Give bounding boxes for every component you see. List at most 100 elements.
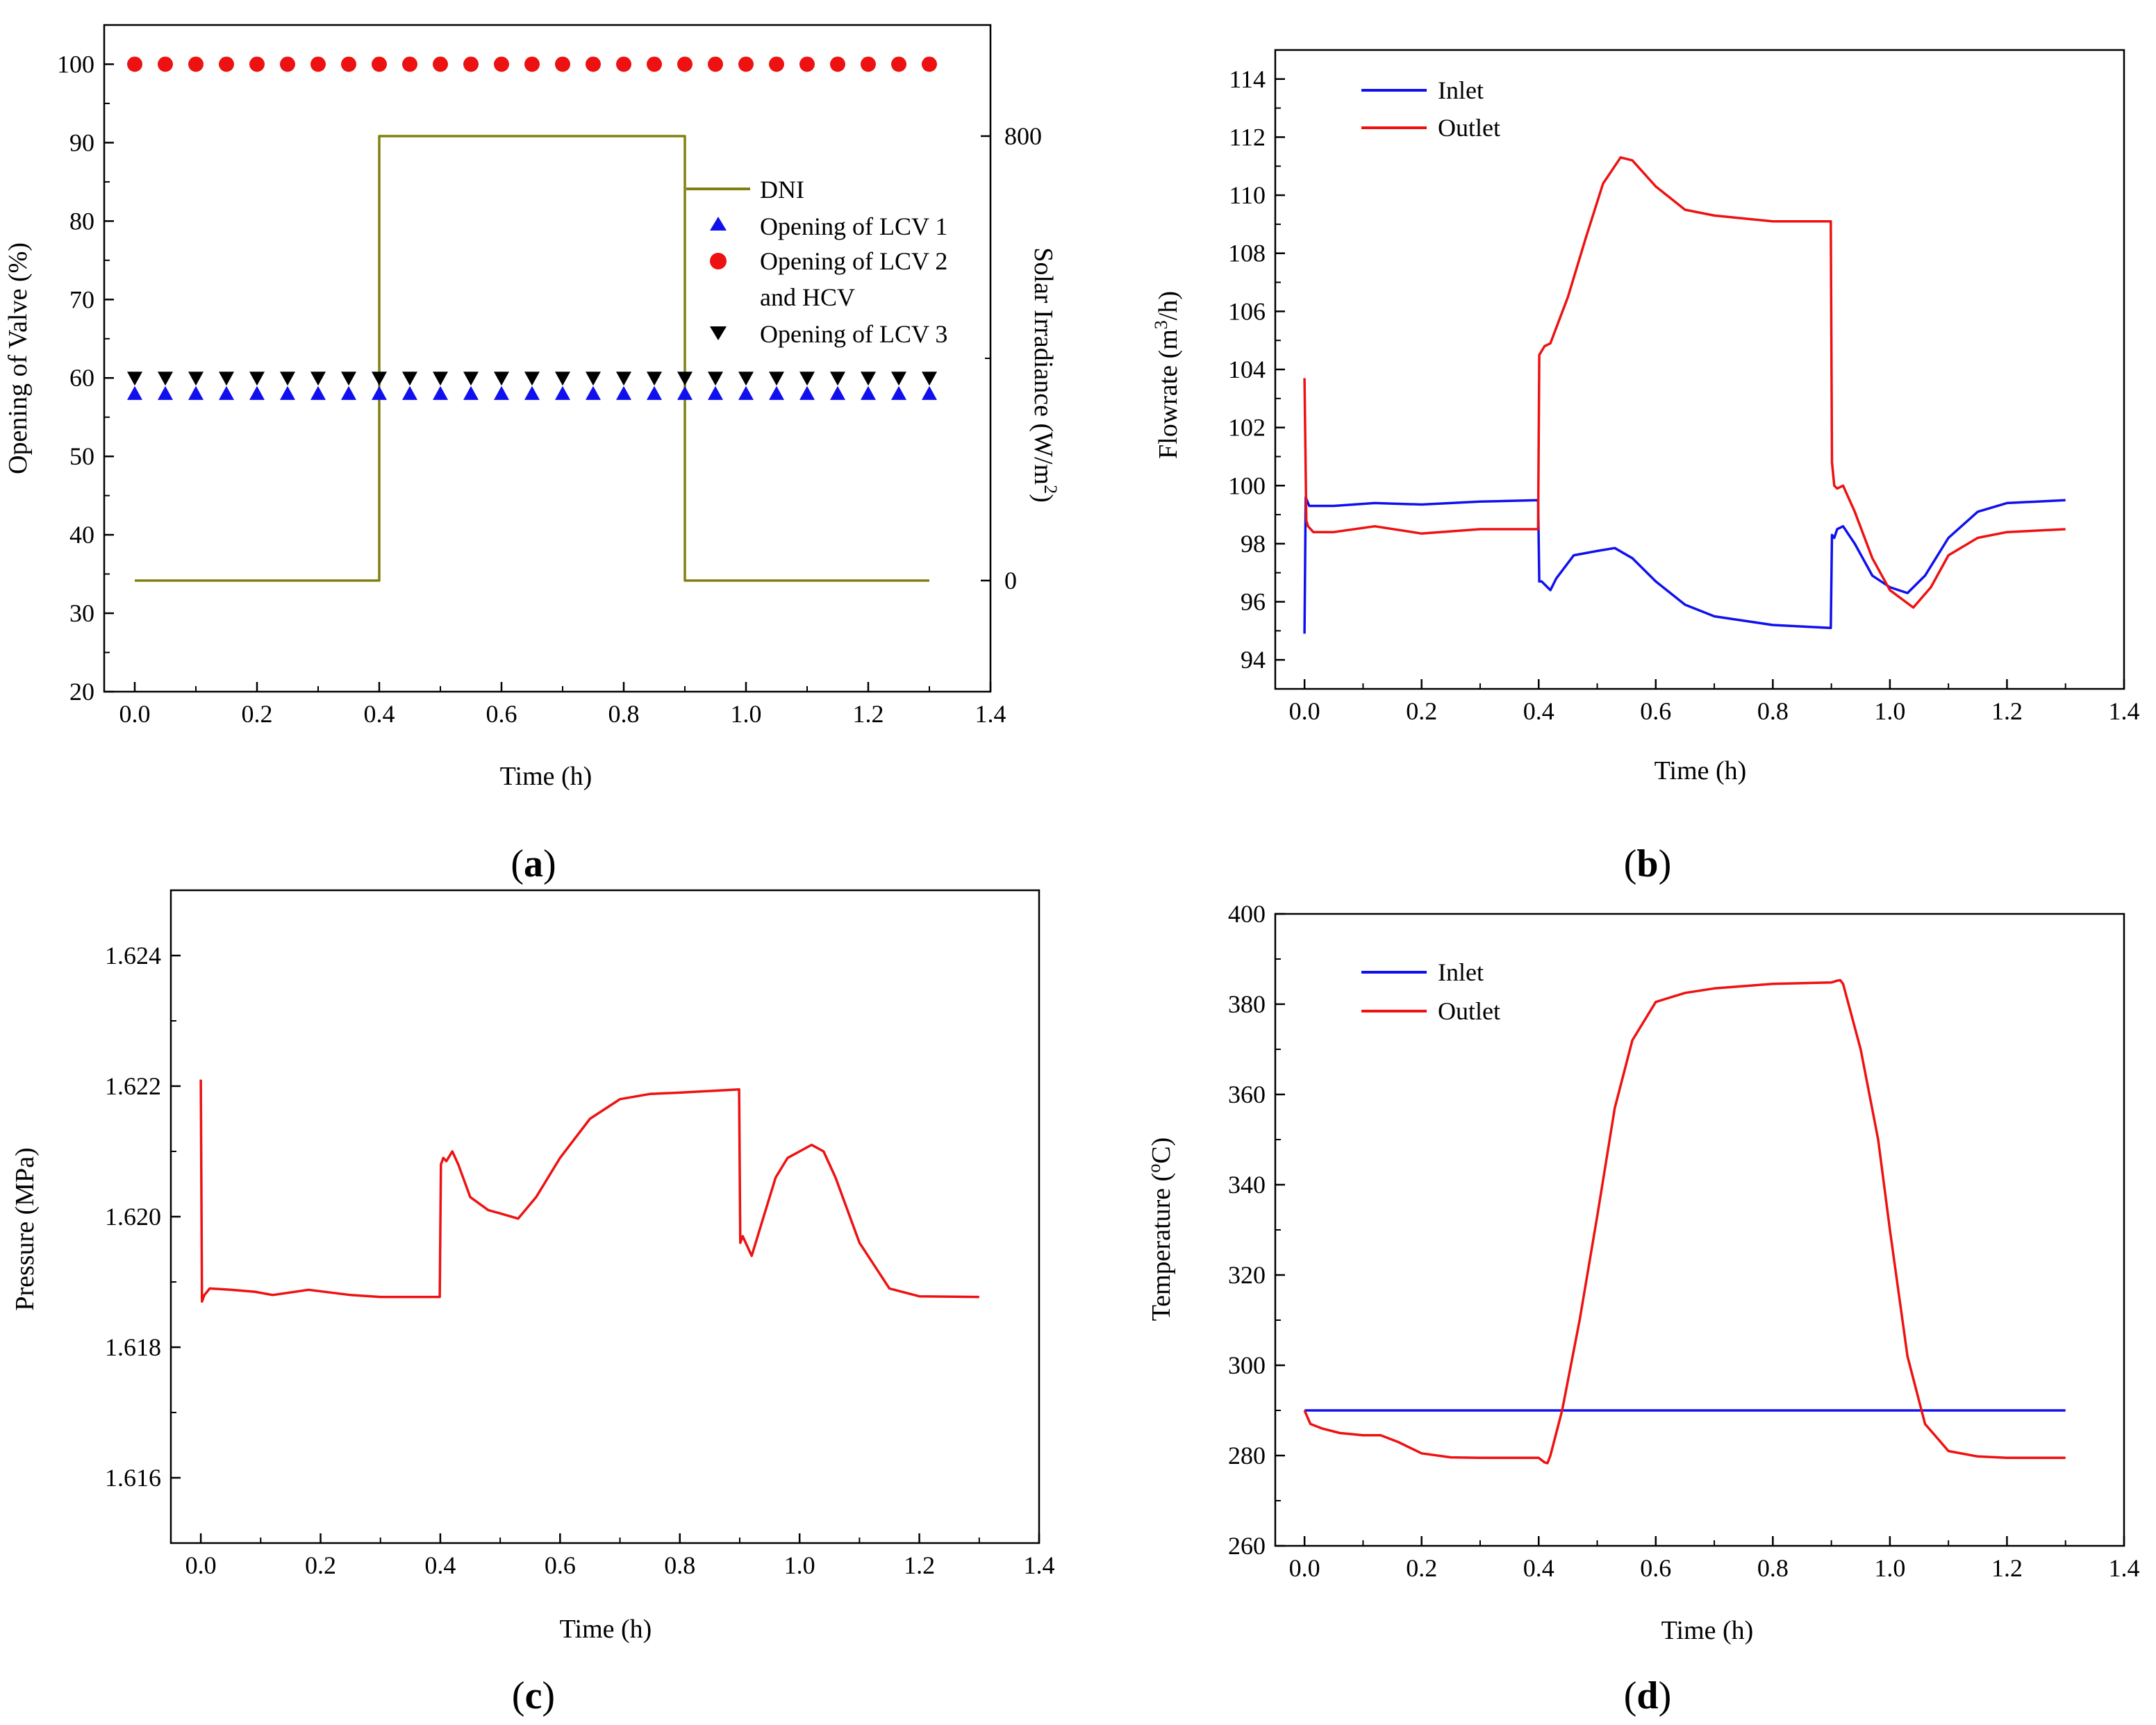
y-tick-label: 70 [69, 285, 94, 313]
data-point [158, 372, 173, 386]
data-point [861, 56, 876, 72]
y-tick-label: 300 [1228, 1351, 1266, 1379]
x-axis-label-a: Time (h) [500, 762, 592, 791]
data-point [310, 372, 326, 386]
y-tick-label: 110 [1229, 181, 1266, 209]
series-line-outlet [1303, 156, 2066, 609]
x-tick-label: 1.2 [1991, 1554, 2023, 1582]
data-point [463, 385, 479, 400]
data-point [188, 372, 204, 386]
data-point [158, 385, 173, 400]
data-point [219, 56, 234, 72]
legend-label-lcv3: Opening of LCV 3 [760, 320, 947, 348]
data-point [402, 385, 417, 400]
x-axis-label-c: Time (h) [560, 1615, 652, 1644]
y-tick-label: 1.624 [105, 942, 161, 969]
y-tick-label: 260 [1228, 1532, 1266, 1560]
data-point [463, 372, 479, 386]
data-point [341, 385, 356, 400]
x-tick-label: 0.0 [185, 1551, 217, 1579]
data-point [280, 385, 295, 400]
data-point [524, 56, 540, 72]
x-tick-label: 0.8 [1757, 697, 1789, 725]
data-point [616, 56, 631, 72]
y2-tick-label: 800 [1004, 122, 1042, 150]
ticks-a: 0.0 0.2 0.4 0.6 0.8 1.0 1.2 1.4 20 30 40 50 60 70 80 90… [57, 50, 1042, 728]
x-tick-label: 1.0 [1874, 697, 1905, 725]
panel-a: 0.0 0.2 0.4 0.6 0.8 1.0 1.2 1.4 20 30 40 50 60 70 80 90… [3, 24, 1061, 885]
legend-b: Inlet Outlet [1361, 76, 1500, 142]
x-tick-label: 0.6 [545, 1551, 576, 1579]
data-point [799, 385, 815, 400]
data-point [555, 372, 570, 386]
y-tick-label: 30 [69, 599, 94, 627]
panel-c: 0.0 0.2 0.4 0.6 0.8 1.0 1.2 1.4 1.616 1.618 1.620 1… [10, 889, 1055, 1717]
series-layer-c [199, 1079, 979, 1303]
x-tick-label: 1.0 [784, 1551, 815, 1579]
data-point [830, 56, 845, 72]
data-point [769, 56, 784, 72]
panel-label-b: (b) [1624, 842, 1671, 885]
data-point [586, 385, 601, 400]
data-point [494, 372, 509, 386]
panel-b: 0.0 0.2 0.4 0.6 0.8 1.0 1.2 1.4 94 96 98 100 102 104 1… [1151, 49, 2140, 885]
data-point [219, 372, 234, 386]
data-point [341, 372, 356, 386]
y-tick-label: 20 [69, 678, 94, 706]
data-point [861, 372, 876, 386]
data-point [372, 372, 387, 386]
y-axis-label-b: Flowrate (m3/h) [1151, 291, 1183, 459]
data-point [524, 372, 540, 386]
series-layer-b [1303, 156, 2066, 634]
data-point [249, 372, 265, 386]
x-tick-label: 0.8 [1757, 1554, 1789, 1582]
data-point [922, 385, 937, 400]
data-point [249, 385, 265, 400]
plot-frame-c [169, 889, 1040, 1544]
data-point [280, 56, 295, 72]
data-point [555, 385, 570, 400]
data-point [677, 372, 693, 386]
legend-label-outlet-b: Outlet [1438, 114, 1500, 142]
data-point [922, 372, 937, 386]
legend-label-lcv1: Opening of LCV 1 [760, 212, 947, 240]
data-point [586, 372, 601, 386]
data-point [127, 385, 142, 400]
data-point [891, 56, 906, 72]
y-tick-label: 104 [1228, 356, 1266, 383]
y-tick-label: 60 [69, 364, 94, 392]
data-point [494, 385, 509, 400]
ticks-b: 0.0 0.2 0.4 0.6 0.8 1.0 1.2 1.4 94 96 98 100 102 104 1… [1228, 65, 2140, 725]
x-tick-label: 0.2 [1406, 697, 1437, 725]
data-point [433, 372, 448, 386]
data-point [188, 385, 204, 400]
data-point [769, 372, 784, 386]
y-tick-label: 40 [69, 521, 94, 549]
data-point [402, 372, 417, 386]
data-point [372, 385, 387, 400]
data-point [127, 372, 142, 386]
x-tick-label: 1.2 [904, 1551, 935, 1579]
data-point [738, 372, 754, 386]
data-point [127, 56, 142, 72]
data-point [891, 372, 906, 386]
y-tick-label: 108 [1228, 240, 1266, 267]
x-tick-label: 0.4 [424, 1551, 456, 1579]
x-tick-label: 0.6 [486, 700, 517, 728]
y-tick-label: 94 [1241, 646, 1266, 674]
ticks-c: 0.0 0.2 0.4 0.6 0.8 1.0 1.2 1.4 1.616 1.618 1.620 1… [105, 942, 1055, 1579]
y-tick-label: 98 [1241, 530, 1266, 558]
x-tick-label: 1.2 [853, 700, 884, 728]
data-point [922, 56, 937, 72]
series-line-pressure [199, 1079, 979, 1303]
x-tick-label: 1.4 [2109, 1554, 2140, 1582]
y-tick-label: 340 [1228, 1171, 1266, 1199]
legend-label-inlet-d: Inlet [1438, 958, 1484, 986]
series-layer-a [127, 56, 937, 582]
y2-axis-label-a: Solar Irradiance (W/m2) [1029, 247, 1061, 503]
data-point [647, 385, 662, 400]
plot-frame-b [1274, 49, 2125, 690]
y-tick-label: 80 [69, 207, 94, 235]
x-tick-label: 0.4 [1523, 1554, 1554, 1582]
legend-label-outlet-d: Outlet [1438, 997, 1500, 1025]
